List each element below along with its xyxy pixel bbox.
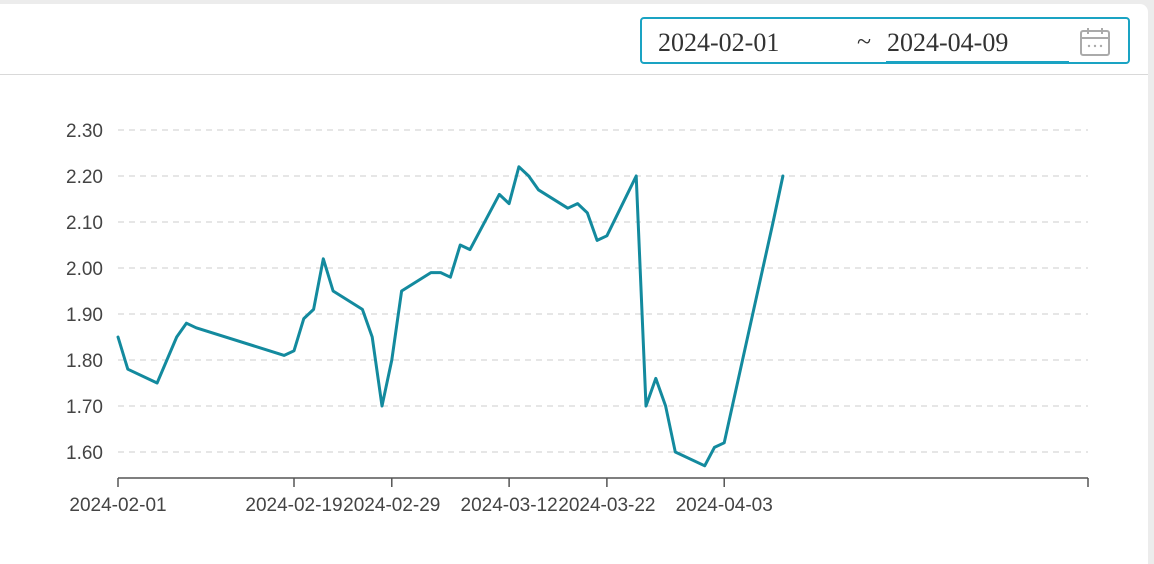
y-tick-label: 2.00: [66, 259, 103, 280]
grid-lines: [118, 129, 1088, 453]
end-date-input[interactable]: 2024-04-09: [887, 28, 1009, 57]
y-tick-label: 2.20: [66, 167, 103, 188]
x-tick-label: 2024-02-01: [69, 495, 166, 516]
x-tick-label: 2024-02-29: [343, 495, 440, 516]
series-layer: [116, 165, 785, 468]
y-tick-label: 2.30: [66, 121, 103, 142]
calendar-icon[interactable]: [1079, 27, 1111, 62]
y-tick-label: 1.80: [66, 351, 103, 372]
y-tick-label: 1.60: [66, 443, 103, 464]
date-range-picker[interactable]: 2024-02-01 ~ 2024-04-09: [640, 17, 1130, 64]
start-date-input[interactable]: 2024-02-01: [658, 28, 780, 57]
y-tick-label: 1.90: [66, 305, 103, 326]
y-tick-label: 2.10: [66, 213, 103, 234]
x-tick-label: 2024-03-12: [461, 495, 558, 516]
x-tick-label: 2024-03-22: [558, 495, 655, 516]
x-tick-label: 2024-02-19: [245, 495, 342, 516]
y-axis-ticks: 1.60 1.70 1.80 1.90 2.00 2.10 2.20 2.30: [66, 121, 103, 464]
y-tick-label: 1.70: [66, 397, 103, 418]
x-axis: 2024-02-01 2024-02-19 2024-02-29 2024-03-12…: [69, 477, 1089, 516]
series-line: [116, 165, 785, 468]
range-separator: ~: [857, 27, 872, 56]
x-tick-label: 2024-04-03: [676, 495, 773, 516]
active-input-underline: [886, 61, 1069, 63]
chart-card: [0, 4, 1148, 564]
header-divider: [0, 74, 1148, 75]
